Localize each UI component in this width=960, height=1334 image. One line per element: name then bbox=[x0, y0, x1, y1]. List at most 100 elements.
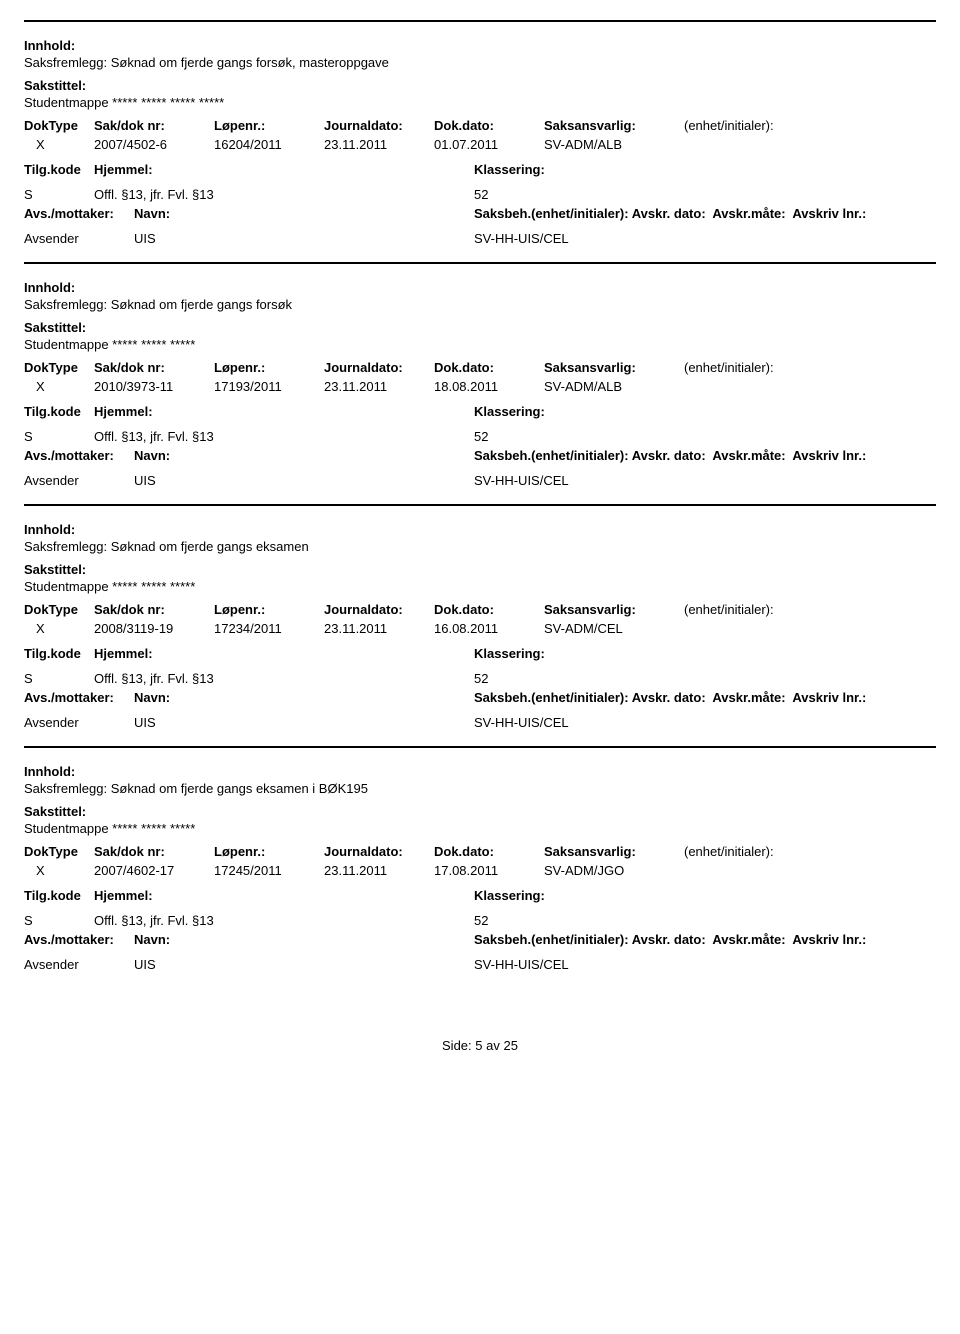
hjemmel-header: Hjemmel: bbox=[94, 646, 474, 661]
dokdato-header: Dok.dato: bbox=[434, 360, 544, 375]
side-label: Side: bbox=[442, 1038, 472, 1053]
saksansvarlig-value: SV-ADM/ALB bbox=[544, 379, 684, 394]
journaldato-value: 23.11.2011 bbox=[324, 379, 434, 394]
saksansvarlig-header: Saksansvarlig: bbox=[544, 118, 684, 133]
doktype-value: X bbox=[24, 379, 94, 394]
sakdok-value: 2007/4502-6 bbox=[94, 137, 214, 152]
journal-record: Innhold: Saksfremlegg: Søknad om fjerde … bbox=[24, 504, 936, 746]
klassering-header: Klassering: bbox=[474, 404, 774, 419]
navn-value: UIS bbox=[134, 473, 474, 488]
saksansvarlig-header: Saksansvarlig: bbox=[544, 844, 684, 859]
journaldato-header: Journaldato: bbox=[324, 602, 434, 617]
saksbeh-value: SV-HH-UIS/CEL bbox=[474, 231, 934, 246]
innhold-value: Saksfremlegg: Søknad om fjerde gangs eks… bbox=[24, 539, 936, 554]
sakdok-value: 2007/4602-17 bbox=[94, 863, 214, 878]
navn-header: Navn: bbox=[134, 448, 474, 463]
lopenr-header: Løpenr.: bbox=[214, 844, 324, 859]
innhold-label: Innhold: bbox=[24, 38, 936, 53]
journaldato-header: Journaldato: bbox=[324, 844, 434, 859]
klassering-value: 52 bbox=[474, 187, 774, 202]
journal-record: Innhold: Saksfremlegg: Søknad om fjerde … bbox=[24, 20, 936, 262]
dokdato-value: 18.08.2011 bbox=[434, 379, 544, 394]
dokdato-header: Dok.dato: bbox=[434, 844, 544, 859]
doktype-header: DokType bbox=[24, 844, 94, 859]
saksbeh-header: Saksbeh.(enhet/initialer): Avskr. dato: … bbox=[474, 690, 934, 705]
lopenr-value: 16204/2011 bbox=[214, 137, 324, 152]
navn-header: Navn: bbox=[134, 932, 474, 947]
journaldato-value: 23.11.2011 bbox=[324, 863, 434, 878]
klassering-value: 52 bbox=[474, 429, 774, 444]
saksbeh-header: Saksbeh.(enhet/initialer): Avskr. dato: … bbox=[474, 932, 934, 947]
journaldato-value: 23.11.2011 bbox=[324, 137, 434, 152]
tilgkode-header: Tilg.kode bbox=[24, 646, 94, 661]
doktype-value: X bbox=[24, 863, 94, 878]
enhet-value bbox=[684, 863, 834, 878]
doktype-value: X bbox=[24, 137, 94, 152]
navn-value: UIS bbox=[134, 231, 474, 246]
klassering-header: Klassering: bbox=[474, 162, 774, 177]
sakstittel-value: Studentmappe ***** ***** ***** bbox=[24, 337, 936, 352]
page-number: 5 bbox=[475, 1038, 482, 1053]
innhold-value: Saksfremlegg: Søknad om fjerde gangs eks… bbox=[24, 781, 936, 796]
total-pages: 25 bbox=[504, 1038, 518, 1053]
journaldato-header: Journaldato: bbox=[324, 118, 434, 133]
avsender-label: Avsender bbox=[24, 231, 134, 246]
enhet-header: (enhet/initialer): bbox=[684, 602, 834, 617]
tilgkode-header: Tilg.kode bbox=[24, 888, 94, 903]
sakstittel-label: Sakstittel: bbox=[24, 804, 936, 819]
journaldato-header: Journaldato: bbox=[324, 360, 434, 375]
klassering-header: Klassering: bbox=[474, 646, 774, 661]
avsender-label: Avsender bbox=[24, 473, 134, 488]
saksansvarlig-value: SV-ADM/CEL bbox=[544, 621, 684, 636]
tilgkode-value: S bbox=[24, 187, 94, 202]
sakstittel-value: Studentmappe ***** ***** ***** bbox=[24, 821, 936, 836]
avsmottaker-header: Avs./mottaker: bbox=[24, 690, 134, 705]
innhold-label: Innhold: bbox=[24, 522, 936, 537]
tilgkode-value: S bbox=[24, 429, 94, 444]
tilgkode-value: S bbox=[24, 671, 94, 686]
doktype-value: X bbox=[24, 621, 94, 636]
sakstittel-label: Sakstittel: bbox=[24, 562, 936, 577]
navn-value: UIS bbox=[134, 957, 474, 972]
tilgkode-value: S bbox=[24, 913, 94, 928]
lopenr-header: Løpenr.: bbox=[214, 360, 324, 375]
navn-header: Navn: bbox=[134, 690, 474, 705]
navn-header: Navn: bbox=[134, 206, 474, 221]
dokdato-header: Dok.dato: bbox=[434, 118, 544, 133]
enhet-value bbox=[684, 621, 834, 636]
hjemmel-value: Offl. §13, jfr. Fvl. §13 bbox=[94, 671, 474, 686]
dokdato-value: 16.08.2011 bbox=[434, 621, 544, 636]
klassering-header: Klassering: bbox=[474, 888, 774, 903]
lopenr-header: Løpenr.: bbox=[214, 602, 324, 617]
lopenr-value: 17245/2011 bbox=[214, 863, 324, 878]
saksbeh-header: Saksbeh.(enhet/initialer): Avskr. dato: … bbox=[474, 206, 934, 221]
sakdok-value: 2008/3119-19 bbox=[94, 621, 214, 636]
innhold-value: Saksfremlegg: Søknad om fjerde gangs for… bbox=[24, 55, 936, 70]
doktype-header: DokType bbox=[24, 118, 94, 133]
dokdato-value: 17.08.2011 bbox=[434, 863, 544, 878]
sakstittel-value: Studentmappe ***** ***** ***** ***** bbox=[24, 95, 936, 110]
saksbeh-value: SV-HH-UIS/CEL bbox=[474, 715, 934, 730]
hjemmel-value: Offl. §13, jfr. Fvl. §13 bbox=[94, 187, 474, 202]
sakstittel-label: Sakstittel: bbox=[24, 320, 936, 335]
enhet-header: (enhet/initialer): bbox=[684, 118, 834, 133]
navn-value: UIS bbox=[134, 715, 474, 730]
avsender-label: Avsender bbox=[24, 957, 134, 972]
lopenr-value: 17234/2011 bbox=[214, 621, 324, 636]
sakdok-header: Sak/dok nr: bbox=[94, 118, 214, 133]
avsender-label: Avsender bbox=[24, 715, 134, 730]
enhet-header: (enhet/initialer): bbox=[684, 360, 834, 375]
sakdok-header: Sak/dok nr: bbox=[94, 360, 214, 375]
klassering-value: 52 bbox=[474, 913, 774, 928]
saksansvarlig-value: SV-ADM/ALB bbox=[544, 137, 684, 152]
avsmottaker-header: Avs./mottaker: bbox=[24, 206, 134, 221]
doktype-header: DokType bbox=[24, 602, 94, 617]
sakstittel-value: Studentmappe ***** ***** ***** bbox=[24, 579, 936, 594]
dokdato-value: 01.07.2011 bbox=[434, 137, 544, 152]
innhold-label: Innhold: bbox=[24, 280, 936, 295]
hjemmel-value: Offl. §13, jfr. Fvl. §13 bbox=[94, 429, 474, 444]
tilgkode-header: Tilg.kode bbox=[24, 162, 94, 177]
journaldato-value: 23.11.2011 bbox=[324, 621, 434, 636]
innhold-value: Saksfremlegg: Søknad om fjerde gangs for… bbox=[24, 297, 936, 312]
journal-record: Innhold: Saksfremlegg: Søknad om fjerde … bbox=[24, 262, 936, 504]
